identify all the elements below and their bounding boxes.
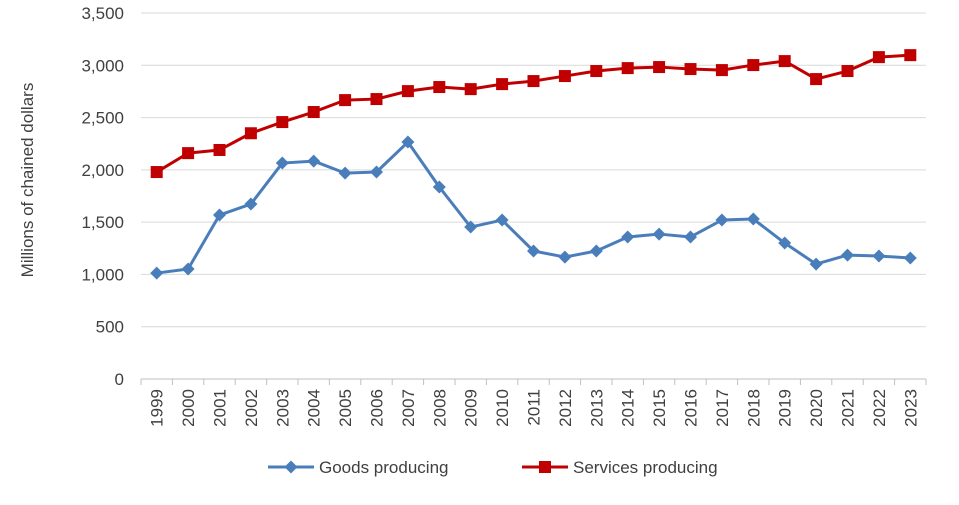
series-line [155,53,911,174]
data-point [244,127,257,140]
x-axis-ticks: 1999 2000 2001 2002 2003 2004 2005 2006 2007 2008… [140,379,927,427]
y-tick-label: 2,500 [81,109,124,128]
legend-label: Goods producing [319,458,448,477]
data-point [370,93,383,106]
data-point [464,83,477,96]
legend-marker [539,461,551,473]
data-point [872,51,885,64]
data-point [558,70,571,83]
y-tick-label: 3,500 [81,4,124,23]
x-tick-label: 2014 [619,389,638,427]
data-point [809,257,823,271]
data-point [244,197,258,211]
x-tick-label: 2006 [368,389,387,427]
data-point [401,85,414,98]
legend-item: Goods producing [268,458,448,477]
data-point [904,49,917,62]
legend-label: Services producing [573,458,718,477]
y-tick-label: 1,500 [81,213,124,232]
data-point [684,230,697,244]
data-point [276,116,289,129]
y-tick-label: 3,000 [81,56,124,75]
x-tick-label: 2011 [525,389,544,426]
data-point [213,208,226,222]
data-point [181,262,195,276]
data-point [715,64,728,77]
data-point [590,65,603,78]
data-point [746,212,760,226]
y-tick-label: 1,000 [81,265,124,284]
data-point [715,213,729,227]
y-tick-label: 2,000 [81,161,124,180]
data-point [778,55,791,68]
data-point [903,251,917,265]
series-group [150,49,917,280]
y-axis-ticks: 0 500 1,000 1,500 2,000 2,500 3,000 3,500 [81,4,124,389]
x-tick-label: 2009 [462,389,481,427]
data-point [841,248,854,262]
x-tick-label: 2016 [682,389,701,427]
data-point [778,236,792,250]
x-tick-label: 2015 [650,389,669,427]
data-point [182,147,195,160]
x-tick-label: 2017 [713,389,732,427]
x-tick-label: 2018 [744,389,763,427]
data-point [150,166,163,179]
data-point [621,62,634,75]
y-axis-label: Millions of chained dollars [18,83,37,278]
data-point [653,61,666,74]
x-tick-label: 2021 [839,389,858,427]
gridlines [141,12,926,380]
data-point [872,249,886,263]
x-tick-label: 2001 [211,389,230,427]
x-tick-label: 2022 [870,389,889,427]
data-point [652,227,666,241]
legend: Goods producing Services producing [268,458,718,477]
data-point [527,244,540,258]
series-goods-producing [150,135,917,280]
data-point [339,94,352,107]
x-tick-label: 2005 [336,389,355,427]
y-tick-label: 0 [115,370,124,389]
data-point [338,166,352,180]
x-tick-label: 2010 [493,389,512,427]
x-tick-label: 2007 [399,389,418,427]
data-point [275,156,289,170]
data-point [810,73,823,86]
x-tick-label: 2002 [242,389,261,427]
data-point [307,106,320,119]
data-point [747,59,760,72]
legend-item: Services producing [522,458,718,477]
data-point [401,135,415,149]
x-tick-label: 2020 [807,389,826,427]
data-point [684,63,697,76]
x-tick-label: 2004 [305,389,324,427]
data-point [496,78,509,91]
x-tick-label: 2013 [587,389,606,427]
data-point [527,75,540,88]
legend-marker [284,460,298,474]
x-tick-label: 2008 [430,389,449,427]
x-tick-label: 2012 [556,389,575,427]
y-tick-label: 500 [96,318,124,337]
x-tick-label: 2023 [901,389,920,427]
data-point [558,250,572,264]
x-tick-label: 2003 [273,389,292,427]
data-point [433,81,446,94]
x-tick-label: 2019 [776,389,795,427]
x-tick-label: 1999 [148,389,167,427]
data-point [589,244,603,258]
data-point [464,220,478,234]
data-point [841,65,854,78]
data-point [495,213,509,227]
data-point [621,230,635,244]
x-tick-label: 2000 [179,389,198,427]
data-point [370,165,383,179]
data-point [432,180,446,194]
data-point [150,266,164,280]
series-services-producing [150,49,917,179]
data-point [213,143,226,156]
data-point [307,154,321,168]
